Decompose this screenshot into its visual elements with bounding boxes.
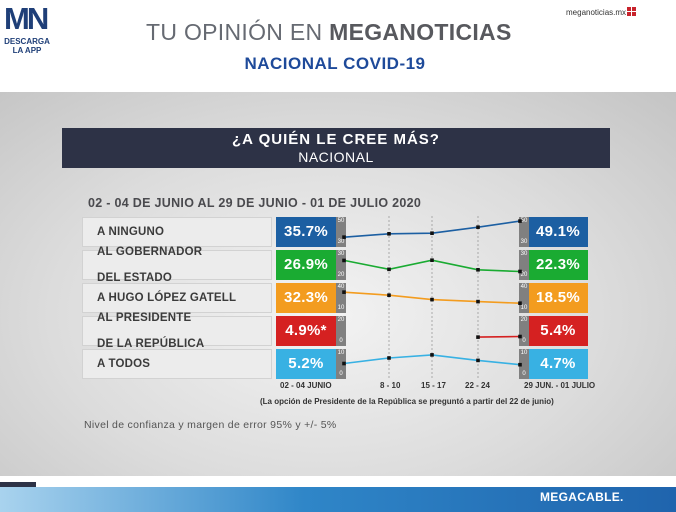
row-scale-right: 30 20 bbox=[519, 250, 529, 280]
grid-icon bbox=[627, 7, 637, 17]
logo-download-label: DESCARGA bbox=[4, 37, 50, 46]
row-label-2: AL GOBERNADOR DEL ESTADO bbox=[82, 246, 272, 284]
value-label-first: 32.3% bbox=[276, 283, 336, 313]
scale-min-label: 10 bbox=[520, 305, 528, 311]
row-scale-left: 40 10 bbox=[336, 283, 346, 313]
scale-min-label: 0 bbox=[339, 338, 343, 344]
question-subtitle: NACIONAL bbox=[298, 149, 374, 165]
value-label-first: 35.7% bbox=[276, 217, 336, 247]
period-label: 02 - 04 DE JUNIO AL 29 DE JUNIO - 01 DE … bbox=[88, 196, 422, 210]
value-label-last: 4.7% bbox=[528, 349, 588, 379]
scale-min-label: 0 bbox=[522, 371, 526, 377]
row-label-line: DEL ESTADO bbox=[97, 271, 173, 284]
value-label-first: 5.2% bbox=[276, 349, 336, 379]
scale-max-label: 50 bbox=[337, 218, 345, 224]
row-label-1: A NINGUNO bbox=[82, 217, 272, 247]
scale-min-label: 0 bbox=[522, 338, 526, 344]
scale-max-label: 20 bbox=[337, 317, 345, 323]
scale-max-label: 50 bbox=[520, 218, 528, 224]
row-scale-left: 30 20 bbox=[336, 250, 346, 280]
row-label-3: A HUGO LÓPEZ GATELL bbox=[82, 283, 272, 313]
row-scale-right: 20 0 bbox=[519, 316, 529, 346]
scale-min-label: 20 bbox=[337, 272, 345, 278]
scale-max-label: 30 bbox=[337, 251, 345, 257]
scale-max-label: 20 bbox=[520, 317, 528, 323]
x-tick-first: 02 - 04 JUNIO bbox=[280, 381, 332, 390]
logo-mn-text: MN bbox=[4, 1, 49, 36]
row-scale-left: 20 0 bbox=[336, 316, 346, 346]
footer-bar bbox=[0, 487, 676, 512]
row-label-line: AL GOBERNADOR bbox=[97, 245, 203, 258]
page-title: TU OPINIÓN EN MEGANOTICIAS bbox=[146, 18, 526, 46]
logo-app-label: LA APP bbox=[12, 46, 42, 55]
x-tick-4: 22 - 24 bbox=[465, 381, 490, 390]
margin-note: Nivel de confianza y margen de error 95%… bbox=[84, 419, 337, 431]
footnote: (La opción de Presidente de la República… bbox=[260, 397, 554, 406]
row-label-line: DE LA REPÚBLICA bbox=[97, 337, 205, 350]
row-label-line: A TODOS bbox=[97, 357, 151, 370]
scale-max-label: 40 bbox=[520, 284, 528, 290]
value-label-first: 26.9% bbox=[276, 250, 336, 280]
row-label-line: AL PRESIDENTE bbox=[97, 311, 192, 324]
scale-max-label: 30 bbox=[520, 251, 528, 257]
value-label-last: 22.3% bbox=[528, 250, 588, 280]
row-scale-right: 50 30 bbox=[519, 217, 529, 247]
value-label-first: 4.9%* bbox=[276, 316, 336, 346]
row-scale-right: 40 10 bbox=[519, 283, 529, 313]
row-label-line: A NINGUNO bbox=[97, 225, 165, 238]
scale-max-label: 10 bbox=[520, 350, 528, 356]
value-label-last: 18.5% bbox=[528, 283, 588, 313]
site-link[interactable]: meganoticias.mx bbox=[566, 8, 627, 17]
page-title-bold: MEGANOTICIAS bbox=[329, 19, 512, 45]
footer-accent bbox=[0, 482, 36, 488]
question-banner: ¿A QUIÉN LE CREE MÁS? NACIONAL bbox=[62, 128, 610, 168]
scale-min-label: 20 bbox=[520, 272, 528, 278]
row-scale-right: 10 0 bbox=[519, 349, 529, 379]
x-tick-2: 8 - 10 bbox=[380, 381, 401, 390]
scale-min-label: 30 bbox=[520, 239, 528, 245]
row-scale-left: 50 30 bbox=[336, 217, 346, 247]
meganoticias-logo[interactable]: MN DESCARGA LA APP bbox=[4, 1, 54, 62]
scale-max-label: 10 bbox=[337, 350, 345, 356]
scale-min-label: 10 bbox=[337, 305, 345, 311]
question-title: ¿A QUIÉN LE CREE MÁS? bbox=[232, 131, 440, 148]
row-label-line: A HUGO LÓPEZ GATELL bbox=[97, 291, 237, 304]
logo-download-text: DESCARGA LA APP bbox=[4, 37, 50, 55]
x-tick-3: 15 - 17 bbox=[421, 381, 446, 390]
row-label-5: A TODOS bbox=[82, 349, 272, 379]
megacable-logo: MEGACABLE. bbox=[540, 490, 624, 504]
scale-max-label: 40 bbox=[337, 284, 345, 290]
row-label-4: AL PRESIDENTE DE LA REPÚBLICA bbox=[82, 312, 272, 350]
scale-min-label: 30 bbox=[337, 239, 345, 245]
value-label-last: 49.1% bbox=[528, 217, 588, 247]
page-subtitle: NACIONAL COVID-19 bbox=[244, 54, 426, 73]
x-tick-last: 29 JUN. - 01 JULIO bbox=[524, 381, 596, 390]
value-label-last: 5.4% bbox=[528, 316, 588, 346]
page-title-light: TU OPINIÓN EN bbox=[146, 19, 330, 45]
row-scale-left: 10 0 bbox=[336, 349, 346, 379]
scale-min-label: 0 bbox=[339, 371, 343, 377]
